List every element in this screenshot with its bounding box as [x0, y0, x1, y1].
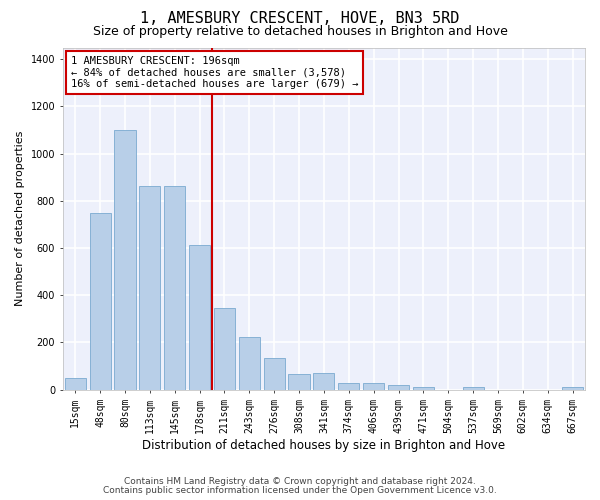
Bar — [388, 385, 409, 390]
Bar — [189, 244, 210, 390]
X-axis label: Distribution of detached houses by size in Brighton and Hove: Distribution of detached houses by size … — [142, 440, 505, 452]
Bar — [289, 374, 310, 390]
Bar — [65, 378, 86, 390]
Text: Contains HM Land Registry data © Crown copyright and database right 2024.: Contains HM Land Registry data © Crown c… — [124, 477, 476, 486]
Text: Contains public sector information licensed under the Open Government Licence v3: Contains public sector information licen… — [103, 486, 497, 495]
Bar — [313, 373, 334, 390]
Bar — [164, 186, 185, 390]
Bar — [239, 336, 260, 390]
Bar — [214, 308, 235, 390]
Bar — [115, 130, 136, 390]
Text: 1 AMESBURY CRESCENT: 196sqm
← 84% of detached houses are smaller (3,578)
16% of : 1 AMESBURY CRESCENT: 196sqm ← 84% of det… — [71, 56, 358, 90]
Bar — [463, 387, 484, 390]
Bar — [89, 212, 110, 390]
Bar — [413, 387, 434, 390]
Y-axis label: Number of detached properties: Number of detached properties — [15, 131, 25, 306]
Text: Size of property relative to detached houses in Brighton and Hove: Size of property relative to detached ho… — [92, 25, 508, 38]
Bar — [562, 387, 583, 390]
Text: 1, AMESBURY CRESCENT, HOVE, BN3 5RD: 1, AMESBURY CRESCENT, HOVE, BN3 5RD — [140, 11, 460, 26]
Bar — [338, 382, 359, 390]
Bar — [139, 186, 160, 390]
Bar — [363, 382, 384, 390]
Bar — [263, 358, 285, 390]
